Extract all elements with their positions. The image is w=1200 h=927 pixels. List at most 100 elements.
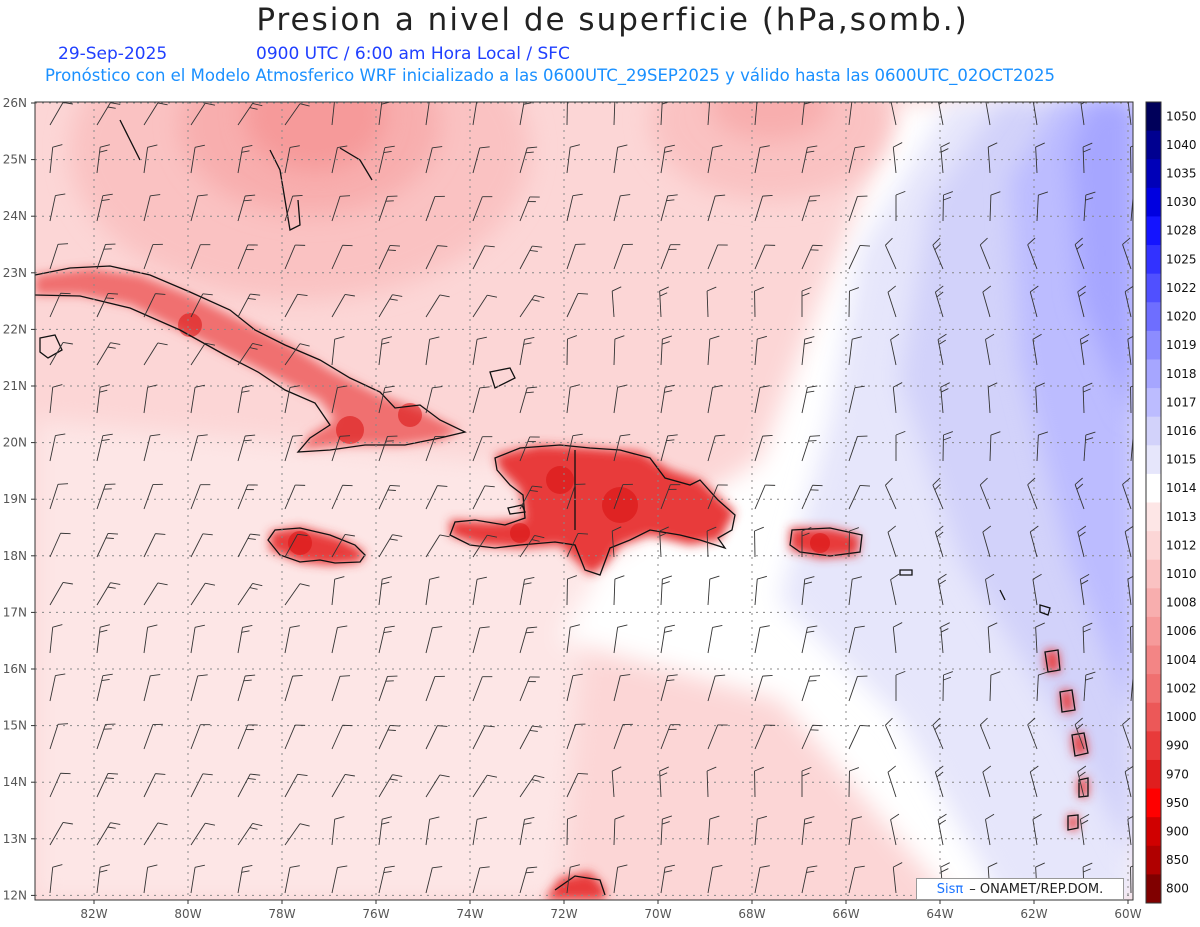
wind-barb-shaft — [989, 435, 992, 462]
wind-barb-shaft — [1082, 147, 1085, 174]
colorbar-label: 1012 — [1166, 538, 1197, 552]
wind-barb-shaft — [1074, 484, 1085, 510]
wind-barb-flag — [487, 774, 498, 778]
colorbar-swatch — [1146, 845, 1161, 875]
colorbar-label: 1040 — [1166, 138, 1197, 152]
wind-barb-flag — [52, 864, 63, 868]
wind-barb-flag — [384, 865, 395, 869]
wind-barb-shaft — [987, 387, 991, 414]
wind-barb-shaft — [49, 342, 64, 366]
wind-barb-shaft — [425, 676, 436, 702]
colorbar-label: 1015 — [1166, 453, 1197, 467]
wind-barb-flag — [757, 335, 767, 340]
wind-barb-flag — [810, 195, 821, 197]
wind-barb-flag — [383, 150, 392, 153]
wind-barb-shaft — [801, 725, 813, 750]
wind-barb-shaft — [566, 867, 571, 894]
wind-barb-flag — [527, 386, 538, 389]
colorbar-swatch — [1146, 245, 1161, 275]
lon-label: 60W — [1114, 907, 1141, 921]
wind-barb-flag — [804, 821, 813, 825]
wind-barb-flag — [806, 630, 815, 633]
wind-barb-flag — [712, 865, 723, 868]
wind-barb-shaft — [660, 724, 671, 750]
wind-barb-shaft — [237, 484, 249, 510]
wind-barb-flag — [381, 102, 390, 105]
wind-barb-shaft — [985, 579, 991, 606]
wind-barb-flag — [617, 384, 628, 388]
wind-barb-shaft — [987, 147, 991, 174]
wind-barb-shaft — [96, 387, 101, 414]
wind-barb-shaft — [378, 534, 393, 558]
colorbar-swatch — [1146, 159, 1161, 189]
wind-barb-flag — [854, 865, 865, 869]
wind-barb-shaft — [143, 342, 159, 366]
wind-barb-flag — [943, 431, 953, 436]
wind-barb-shaft — [519, 387, 528, 414]
wind-barb-shaft — [237, 675, 246, 702]
wind-barb-shaft — [472, 534, 488, 558]
wind-barb-flag — [979, 717, 988, 726]
wind-barb-flag — [810, 675, 821, 677]
wind-barb-flag — [289, 865, 300, 868]
wind-barb-flag — [570, 864, 580, 868]
wind-barb-flag — [706, 286, 717, 292]
wind-barb-flag — [666, 439, 675, 442]
wind-barb-shaft — [982, 771, 991, 798]
wind-barb-shaft — [190, 435, 199, 462]
wind-barb-shaft — [801, 485, 813, 510]
wind-barb-shaft — [754, 627, 761, 654]
wind-barb-flag — [437, 725, 448, 727]
wind-barb-flag — [1076, 483, 1084, 490]
wind-barb-flag — [389, 778, 398, 781]
wind-barb-shaft — [190, 195, 199, 222]
wind-barb-flag — [1080, 94, 1089, 99]
wind-barb-shaft — [1124, 771, 1132, 798]
wind-barb-flag — [479, 626, 490, 629]
wind-barb-flag — [476, 576, 487, 580]
colorbar-swatch — [1146, 588, 1161, 618]
wind-barb-flag — [1074, 237, 1083, 245]
wind-barb-shaft — [801, 102, 805, 126]
wind-barb-flag — [804, 336, 815, 340]
wind-barb-flag — [940, 382, 950, 388]
wind-barb-flag — [107, 772, 118, 775]
wind-barb-shaft — [566, 195, 574, 222]
wind-barb-flag — [292, 434, 303, 437]
wind-barb-flag — [614, 815, 625, 820]
wind-barb-flag — [383, 390, 392, 393]
wind-barb-flag — [382, 576, 392, 580]
wind-barb-flag — [985, 94, 994, 99]
wind-barb-shaft — [472, 819, 478, 846]
wind-barb-flag — [1080, 339, 1089, 345]
wind-barb-flag — [429, 576, 440, 580]
wind-barb-flag — [245, 674, 256, 677]
wind-barb-shaft — [1080, 102, 1085, 126]
wind-barb-flag — [384, 625, 395, 629]
wind-barb-flag — [979, 237, 988, 246]
wind-barb-flag — [523, 822, 532, 825]
wind-barb-shaft — [519, 245, 533, 270]
wind-barb-flag — [55, 193, 66, 197]
wind-barb-shaft — [96, 102, 111, 126]
wind-barb-flag — [940, 622, 950, 628]
wind-barb-shaft — [472, 245, 486, 270]
wind-barb-flag — [1082, 142, 1093, 148]
wind-barb-shaft — [660, 102, 663, 126]
wind-barb-flag — [1080, 813, 1090, 820]
wind-barb-shaft — [425, 147, 433, 174]
wind-barb-shaft — [284, 627, 291, 654]
wind-barb-shaft — [707, 724, 719, 750]
colorbar-label: 1022 — [1166, 281, 1197, 295]
wind-barb-shaft — [985, 102, 991, 126]
wind-barb-flag — [807, 385, 818, 389]
wind-barb-shaft — [892, 387, 897, 414]
wind-barb-shaft — [1083, 195, 1087, 222]
wind-barb-flag — [1078, 291, 1086, 297]
wind-barb-flag — [712, 145, 723, 148]
wind-barb-flag — [664, 870, 673, 873]
wind-barb-shaft — [143, 582, 159, 606]
wind-barb-flag — [292, 674, 303, 677]
wind-barb-flag — [664, 384, 675, 388]
